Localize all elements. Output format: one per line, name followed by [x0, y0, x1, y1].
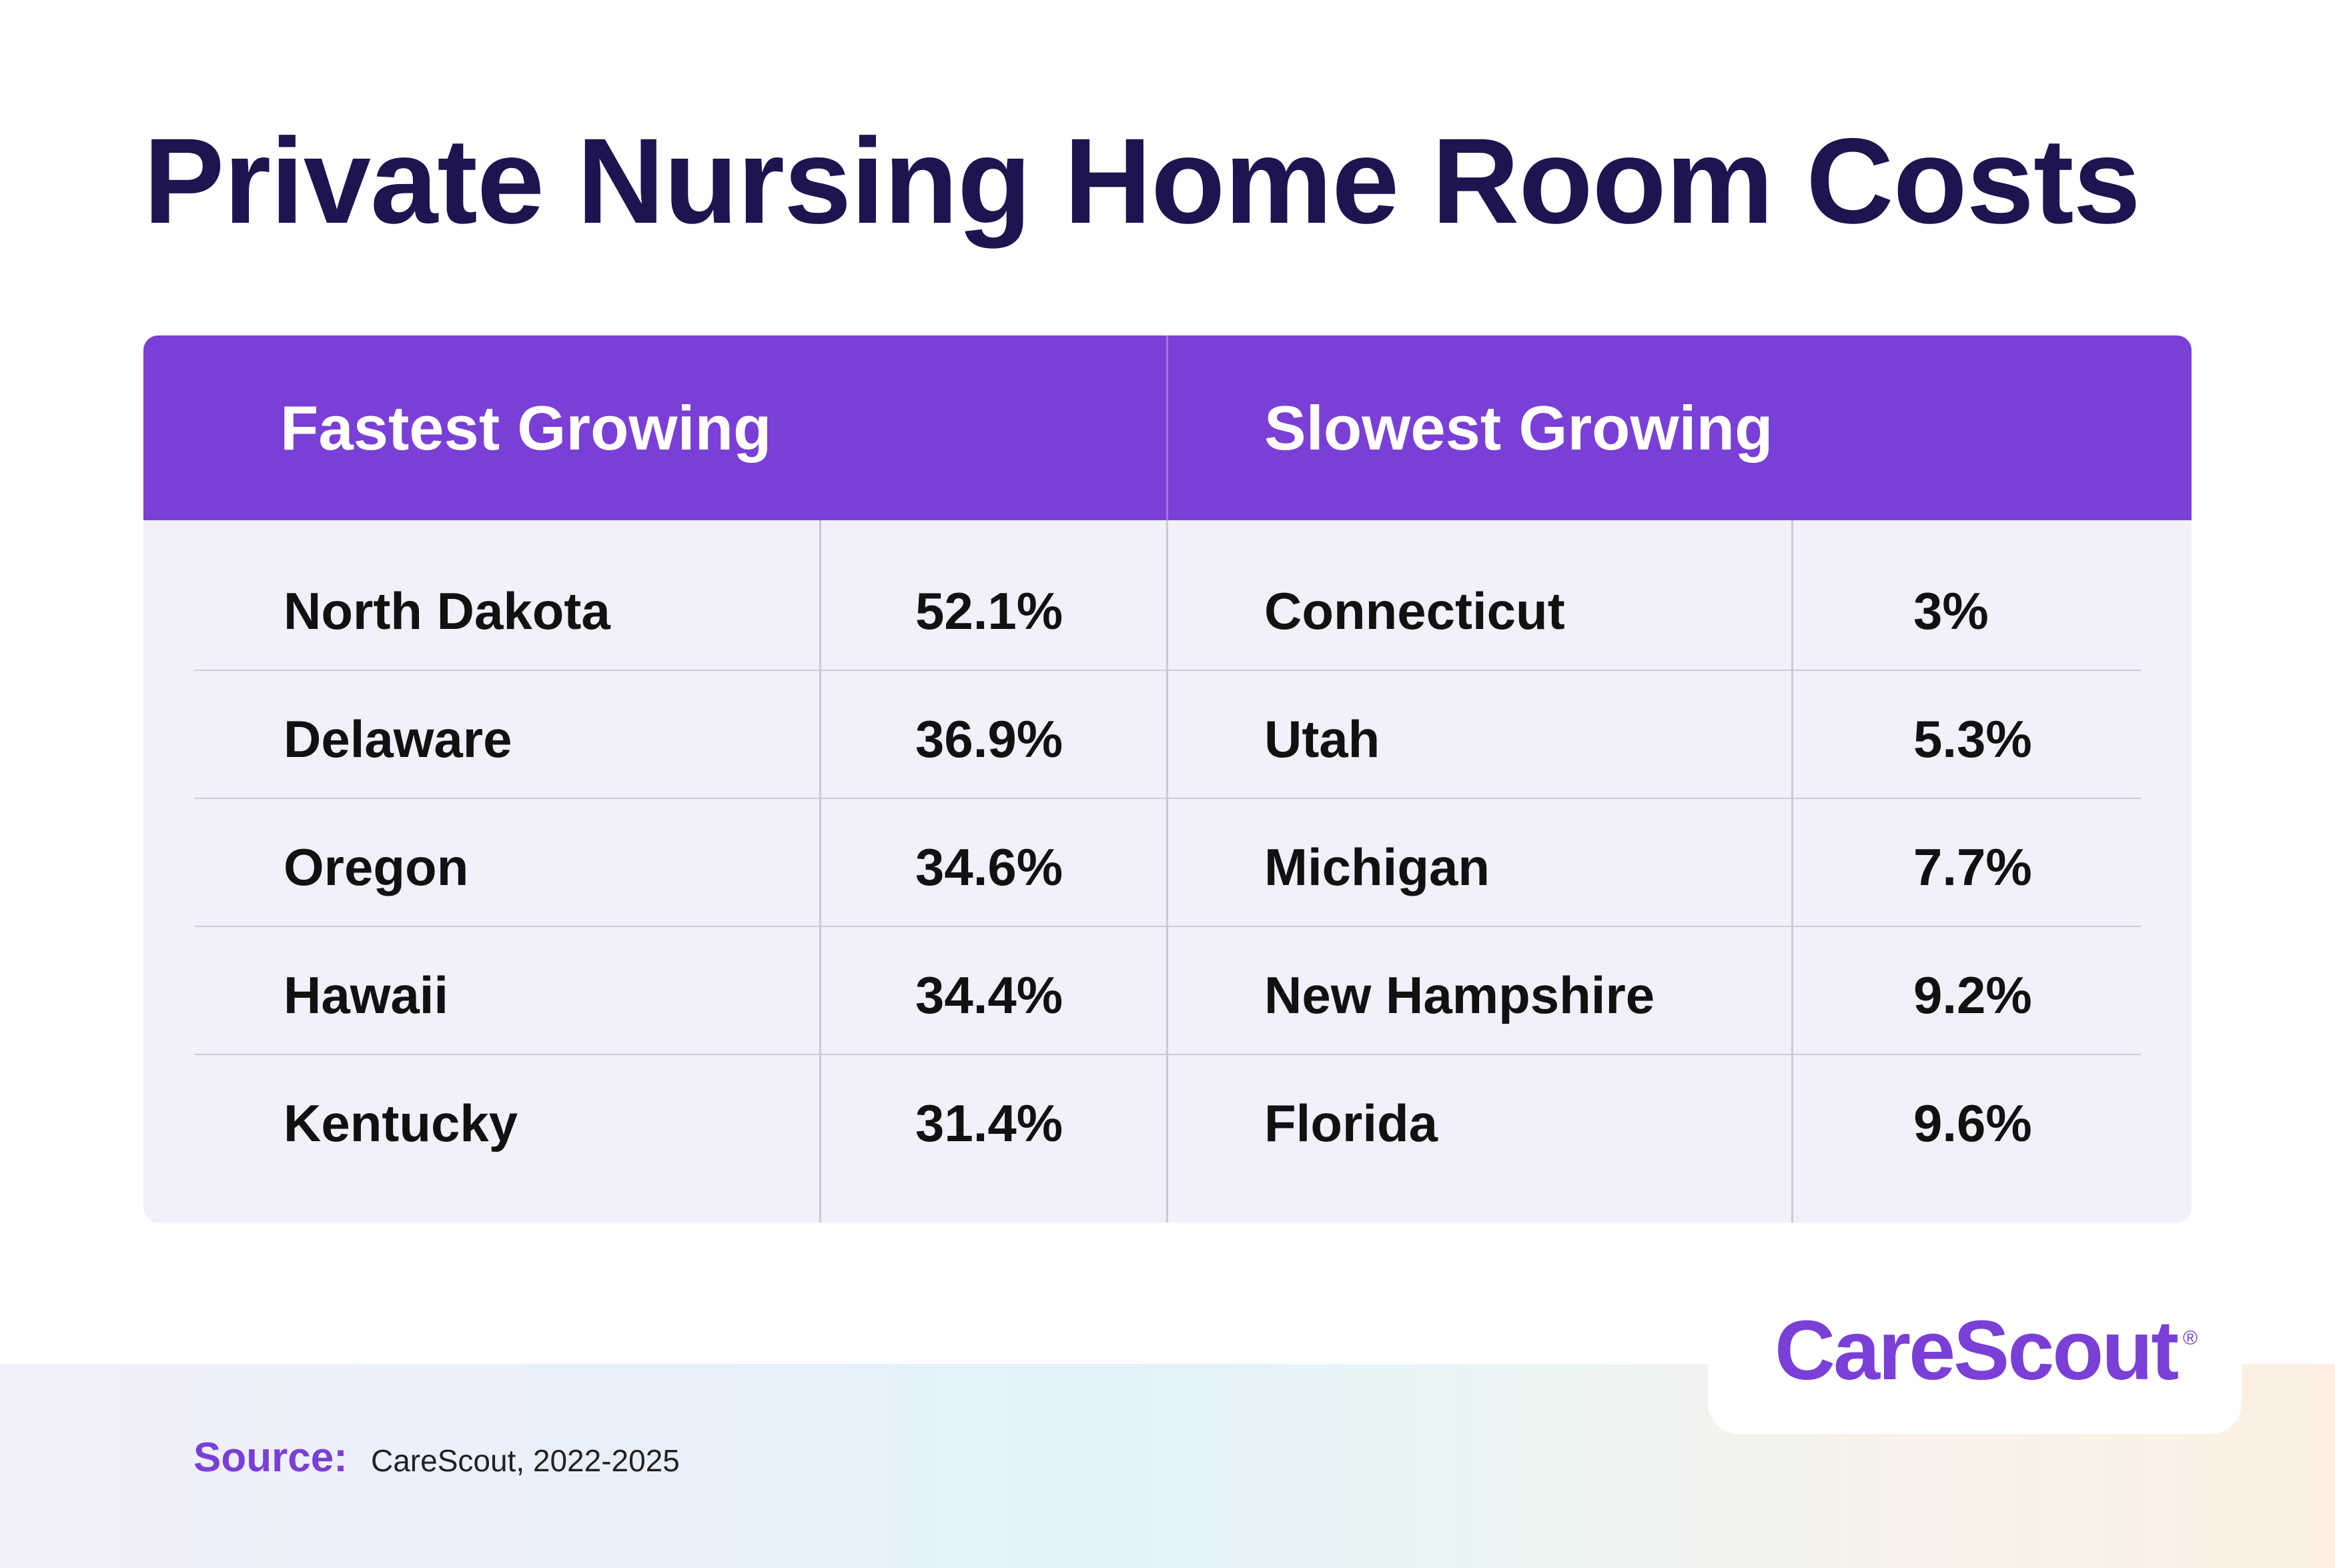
table-header: Fastest Growing Slowest Growing [143, 335, 2192, 520]
slowest-value-3: 7.7% [1913, 838, 2032, 896]
slowest-state-3: Michigan [1264, 838, 1490, 896]
slowest-state-1: Connecticut [1264, 582, 1565, 640]
fastest-value-5: 31.4% [915, 1094, 1063, 1152]
right-row-separator [1168, 798, 2141, 799]
registered-mark: ® [2183, 1327, 2198, 1349]
slowest-value-4: 9.2% [1913, 966, 2032, 1024]
fastest-state-2: Delaware [284, 710, 512, 768]
right-row-separator [1168, 926, 2141, 927]
source-text: CareScout, 2022-2025 [371, 1443, 680, 1478]
carescout-logo: CareScout [1775, 1303, 2179, 1397]
slowest-column-divider [1791, 520, 1793, 1223]
fastest-state-5: Kentucky [284, 1094, 518, 1152]
growth-table: Fastest Growing Slowest Growing North Da… [143, 335, 2192, 1223]
left-row-separator [194, 670, 1166, 671]
source-label: Source: [193, 1435, 348, 1481]
slowest-state-5: Florida [1264, 1094, 1438, 1152]
slowest-value-1: 3% [1913, 582, 1989, 640]
fastest-column-divider [819, 520, 821, 1223]
fastest-state-1: North Dakota [284, 582, 610, 640]
slowest-value-5: 9.6% [1913, 1094, 2032, 1152]
fastest-value-2: 36.9% [915, 710, 1063, 768]
left-row-separator [194, 798, 1166, 799]
center-column-divider [1166, 520, 1168, 1223]
fastest-growing-heading: Fastest Growing [280, 393, 772, 463]
left-row-separator [194, 926, 1166, 927]
right-row-separator [1168, 1054, 2141, 1055]
fastest-state-4: Hawaii [284, 966, 449, 1024]
slowest-state-4: New Hampshire [1264, 966, 1655, 1024]
fastest-value-3: 34.6% [915, 838, 1063, 896]
logo-tab [1708, 1274, 2242, 1434]
fastest-value-1: 52.1% [915, 582, 1063, 640]
fastest-state-3: Oregon [284, 838, 469, 896]
page-title: Private Nursing Home Room Costs [143, 113, 2141, 249]
right-row-separator [1168, 670, 2141, 671]
header-divider [1166, 335, 1168, 520]
slowest-growing-heading: Slowest Growing [1264, 393, 1773, 463]
slowest-value-2: 5.3% [1913, 710, 2032, 768]
slowest-state-2: Utah [1264, 710, 1380, 768]
fastest-value-4: 34.4% [915, 966, 1063, 1024]
left-row-separator [194, 1054, 1166, 1055]
